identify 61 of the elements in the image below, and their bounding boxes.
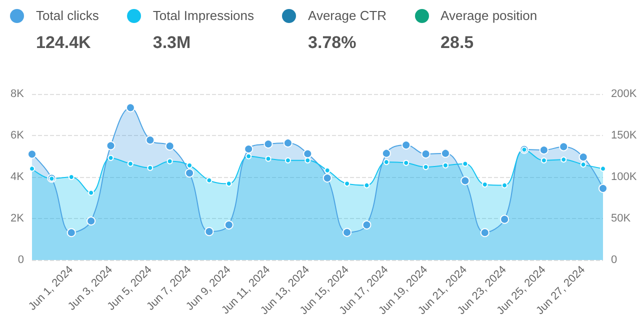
point bbox=[460, 176, 470, 186]
point bbox=[362, 220, 372, 230]
text: 3.3M bbox=[152, 33, 192, 53]
point bbox=[166, 158, 173, 164]
point bbox=[539, 146, 548, 155]
y-tick-label: 2K bbox=[10, 212, 25, 224]
point bbox=[440, 148, 450, 158]
point bbox=[442, 162, 448, 168]
legend-label: Total clicks bbox=[36, 8, 99, 23]
point bbox=[165, 142, 174, 151]
y-tick-label: 4K bbox=[10, 171, 25, 183]
point bbox=[422, 164, 429, 170]
point bbox=[264, 140, 273, 149]
text: 124.4K bbox=[36, 33, 92, 53]
y2-tick-label: 0 bbox=[611, 254, 618, 266]
point bbox=[304, 157, 311, 164]
point bbox=[303, 149, 312, 158]
point bbox=[246, 153, 252, 160]
point bbox=[578, 152, 588, 162]
point bbox=[402, 140, 411, 150]
y-tick-label: 8K bbox=[10, 88, 25, 100]
legend-label: Total Impressions bbox=[152, 8, 254, 23]
point bbox=[560, 156, 567, 163]
point bbox=[480, 228, 490, 238]
y2-tick-label: 100K bbox=[611, 171, 638, 183]
text: 3.78% bbox=[308, 33, 358, 53]
point bbox=[540, 157, 547, 164]
point bbox=[106, 141, 116, 150]
point bbox=[559, 142, 568, 152]
point bbox=[284, 157, 291, 164]
point bbox=[382, 148, 391, 158]
point bbox=[126, 103, 135, 112]
y2-tick-label: 200K bbox=[611, 88, 638, 100]
point bbox=[580, 162, 586, 168]
point bbox=[224, 220, 234, 230]
point bbox=[108, 154, 114, 161]
point bbox=[342, 228, 352, 237]
point bbox=[66, 228, 76, 238]
legend-label: Average position bbox=[440, 8, 538, 23]
point bbox=[421, 149, 430, 158]
y-tick-label: 6K bbox=[10, 130, 25, 142]
legend-label: Average CTR bbox=[308, 8, 387, 23]
y2-tick-label: 150K bbox=[611, 130, 638, 142]
point bbox=[185, 168, 194, 178]
point bbox=[146, 136, 155, 145]
point bbox=[283, 138, 292, 148]
point bbox=[265, 156, 272, 162]
point bbox=[322, 174, 332, 183]
point bbox=[598, 184, 608, 193]
point bbox=[383, 159, 390, 166]
y2-tick-label: 50K bbox=[611, 212, 632, 224]
point bbox=[147, 164, 154, 171]
y-tick-label: 0 bbox=[18, 254, 24, 266]
point bbox=[403, 160, 410, 166]
point bbox=[500, 214, 510, 224]
text: 28.5 bbox=[440, 33, 475, 53]
point bbox=[204, 227, 214, 236]
point bbox=[127, 160, 134, 167]
point bbox=[86, 216, 96, 226]
point bbox=[206, 177, 212, 184]
point bbox=[28, 150, 36, 159]
